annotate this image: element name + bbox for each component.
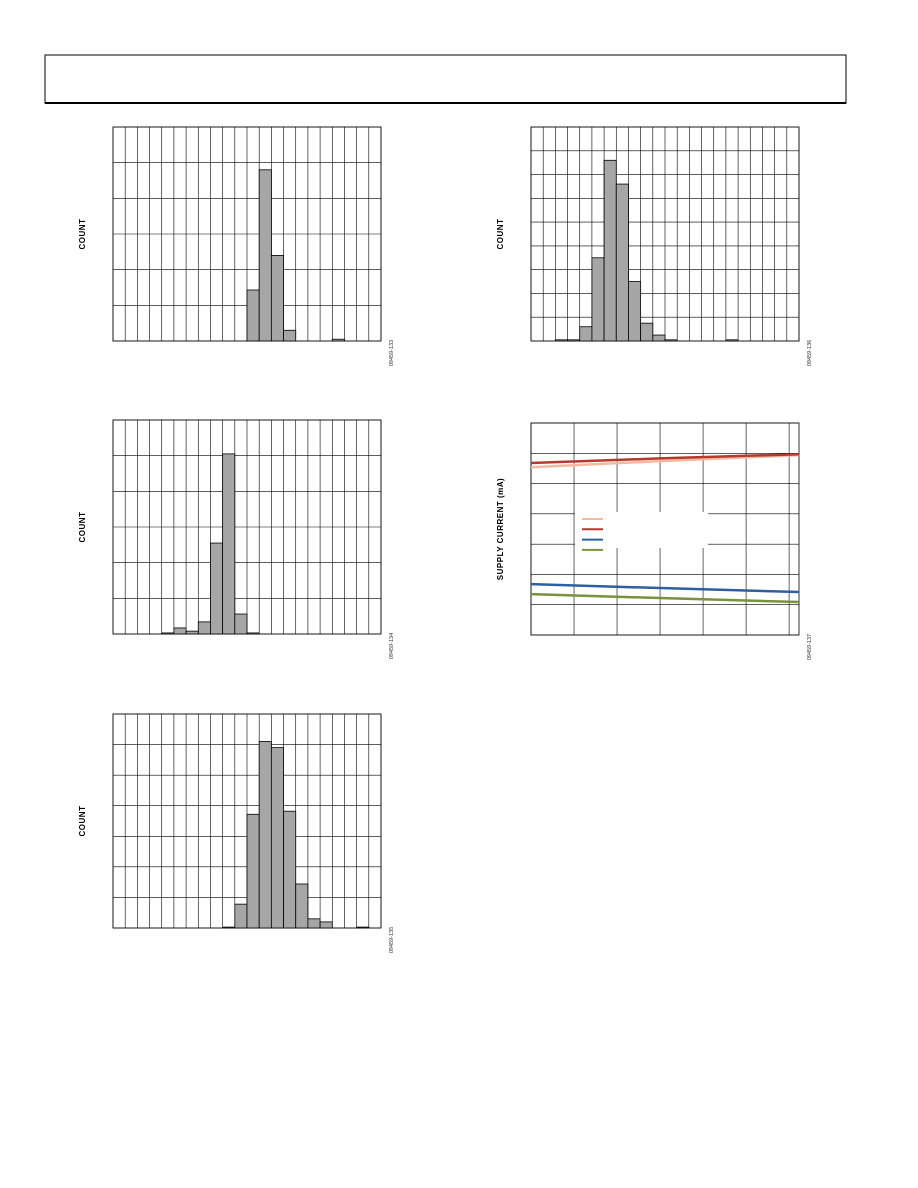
bar (603, 159, 617, 342)
bar (210, 542, 224, 635)
bar (161, 632, 175, 635)
bar (579, 326, 593, 342)
bar (270, 747, 284, 929)
bar (185, 630, 199, 635)
figure-code: 09459-136 (807, 340, 813, 366)
bar (295, 883, 309, 929)
bar (319, 921, 333, 929)
bar (270, 254, 284, 342)
bar (615, 183, 629, 342)
bar (664, 339, 678, 342)
y-axis-label: COUNT (78, 219, 87, 250)
series-line (530, 582, 800, 594)
bar (356, 926, 370, 929)
bar (246, 289, 260, 342)
series-line (530, 592, 800, 604)
bar (725, 339, 739, 342)
bar (591, 257, 605, 342)
bar (628, 281, 642, 342)
bar (283, 329, 297, 342)
bar (173, 627, 187, 635)
bar (554, 339, 568, 342)
bar (222, 453, 236, 635)
bar (197, 621, 211, 635)
bar (258, 169, 272, 342)
y-axis-label: COUNT (78, 806, 87, 837)
series-line (530, 453, 800, 469)
bar (234, 903, 248, 929)
plot-frame (530, 422, 800, 636)
bar (307, 918, 321, 929)
figure-code: 09459-135 (389, 927, 395, 953)
y-axis-label: COUNT (496, 219, 505, 250)
header-box (44, 54, 847, 104)
bar (640, 322, 654, 342)
series-line (530, 452, 800, 465)
figure-code: 09459-134 (389, 633, 395, 659)
y-axis-label: SUPPLY CURRENT (mA) (496, 478, 505, 580)
bar (283, 810, 297, 929)
bar (246, 632, 260, 635)
bar (567, 339, 581, 342)
bar (331, 338, 345, 342)
figure-code: 09459-137 (807, 634, 813, 660)
bar (222, 926, 236, 929)
y-axis-label: COUNT (78, 512, 87, 543)
bar (258, 741, 272, 929)
bar (246, 813, 260, 929)
bar (652, 334, 666, 342)
bar (234, 613, 248, 635)
figure-code: 09459-133 (389, 340, 395, 366)
